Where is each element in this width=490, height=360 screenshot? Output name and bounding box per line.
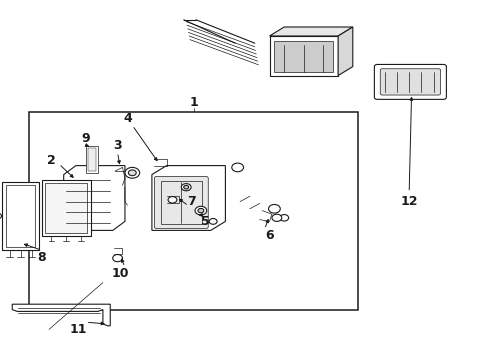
Polygon shape: [64, 166, 125, 230]
Circle shape: [181, 184, 191, 191]
Text: 10: 10: [111, 267, 129, 280]
Polygon shape: [12, 304, 110, 326]
Circle shape: [113, 255, 122, 262]
Text: 8: 8: [37, 251, 46, 264]
Text: 9: 9: [81, 132, 90, 145]
Bar: [274, 41, 333, 72]
Circle shape: [209, 219, 217, 224]
Bar: [29, 112, 358, 310]
Bar: [42, 180, 91, 236]
Text: 1: 1: [189, 96, 198, 109]
Text: 4: 4: [123, 112, 132, 125]
Circle shape: [280, 215, 289, 221]
Bar: [2, 182, 39, 250]
Circle shape: [272, 214, 282, 221]
FancyBboxPatch shape: [154, 176, 208, 229]
Bar: [88, 148, 96, 171]
Circle shape: [128, 170, 136, 176]
Text: 5: 5: [201, 215, 210, 228]
Bar: [45, 183, 87, 233]
Text: 2: 2: [47, 154, 56, 167]
Circle shape: [269, 204, 280, 213]
Circle shape: [195, 206, 207, 215]
Text: 12: 12: [400, 195, 418, 208]
Polygon shape: [270, 27, 353, 36]
Text: 7: 7: [187, 195, 196, 208]
Bar: [6, 185, 35, 247]
Polygon shape: [152, 166, 225, 230]
Text: 6: 6: [265, 229, 274, 242]
Circle shape: [168, 197, 177, 203]
Circle shape: [0, 213, 1, 219]
Circle shape: [198, 208, 204, 213]
Circle shape: [232, 163, 244, 172]
FancyBboxPatch shape: [374, 64, 446, 99]
Bar: [270, 36, 338, 76]
Polygon shape: [338, 27, 353, 76]
Bar: [161, 181, 202, 224]
Circle shape: [125, 167, 140, 178]
FancyBboxPatch shape: [380, 69, 441, 95]
Bar: [86, 146, 98, 173]
Circle shape: [184, 185, 189, 189]
Text: 3: 3: [113, 139, 122, 152]
Text: 11: 11: [70, 323, 87, 336]
